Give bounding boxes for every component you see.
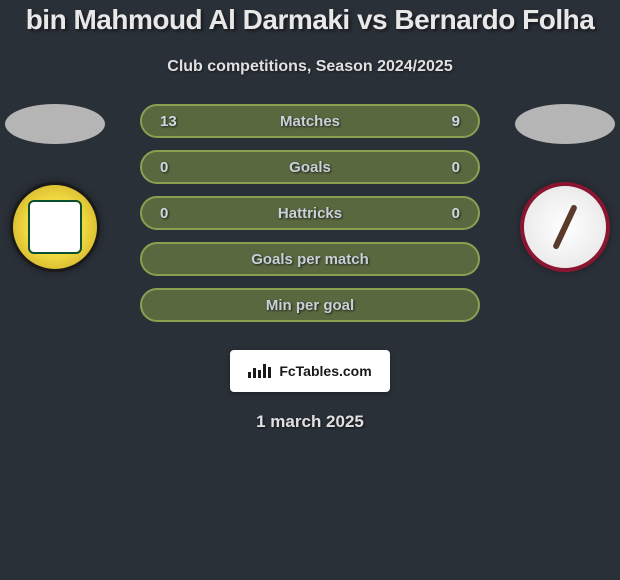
- stat-label: Goals per match: [251, 251, 369, 268]
- stat-left-value: 0: [160, 159, 190, 176]
- club-logo-right: [520, 182, 610, 272]
- stat-bar-goals: 0 Goals 0: [140, 150, 480, 184]
- club-logo-left: [10, 182, 100, 272]
- player-silhouette-right: [515, 104, 615, 144]
- player-silhouette-left: [5, 104, 105, 144]
- chart-icon: [248, 364, 273, 378]
- stat-label: Goals: [289, 159, 331, 176]
- main-area: 13 Matches 9 0 Goals 0 0 Hattricks 0 Goa…: [0, 104, 620, 344]
- date: 1 march 2025: [0, 412, 620, 432]
- stat-bar-matches: 13 Matches 9: [140, 104, 480, 138]
- stat-label: Hattricks: [278, 205, 342, 222]
- stat-right-value: 0: [430, 205, 460, 222]
- stat-left-value: 13: [160, 113, 190, 130]
- stat-bar-mpg: Min per goal: [140, 288, 480, 322]
- comparison-card: bin Mahmoud Al Darmaki vs Bernardo Folha…: [0, 0, 620, 580]
- stat-bar-hattricks: 0 Hattricks 0: [140, 196, 480, 230]
- stats-column: 13 Matches 9 0 Goals 0 0 Hattricks 0 Goa…: [140, 104, 480, 334]
- player-left: [0, 104, 110, 344]
- stat-bar-gpm: Goals per match: [140, 242, 480, 276]
- stat-right-value: 0: [430, 159, 460, 176]
- page-title: bin Mahmoud Al Darmaki vs Bernardo Folha: [0, 4, 620, 36]
- stat-left-value: 0: [160, 205, 190, 222]
- stat-label: Matches: [280, 113, 340, 130]
- player-right: [510, 104, 620, 344]
- watermark: FcTables.com: [230, 350, 390, 392]
- stat-label: Min per goal: [266, 297, 354, 314]
- subtitle: Club competitions, Season 2024/2025: [0, 58, 620, 76]
- watermark-text: FcTables.com: [279, 363, 371, 379]
- stat-right-value: 9: [430, 113, 460, 130]
